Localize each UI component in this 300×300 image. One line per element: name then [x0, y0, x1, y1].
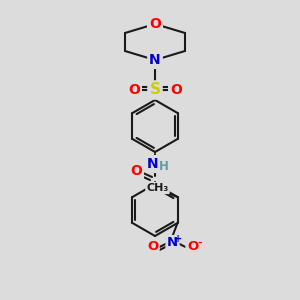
Text: O: O — [147, 241, 158, 254]
Text: O: O — [149, 17, 161, 31]
Text: O: O — [128, 83, 140, 97]
Text: S: S — [149, 82, 161, 98]
Text: O: O — [130, 164, 142, 178]
Text: CH₃: CH₃ — [146, 183, 169, 193]
Text: +: + — [175, 234, 183, 244]
Text: O: O — [170, 83, 182, 97]
Text: O: O — [187, 241, 198, 254]
Text: N: N — [167, 236, 178, 250]
Text: N: N — [147, 157, 159, 171]
Text: N: N — [149, 53, 161, 67]
Text: H: H — [159, 160, 169, 172]
Text: -: - — [197, 238, 202, 248]
